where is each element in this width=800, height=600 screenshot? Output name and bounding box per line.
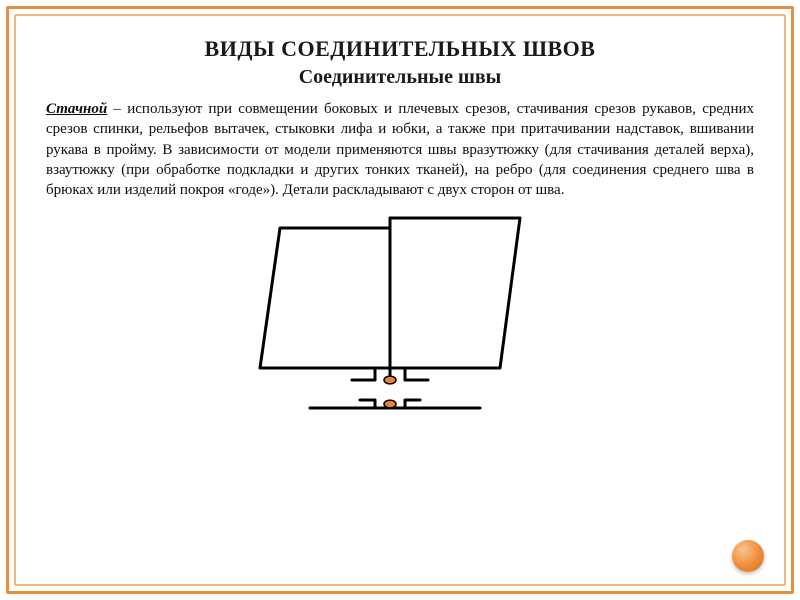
- content-area: ВИДЫ СОЕДИНИТЕЛЬНЫХ ШВОВ Соединительные …: [46, 36, 754, 564]
- page-title: ВИДЫ СОЕДИНИТЕЛЬНЫХ ШВОВ: [46, 36, 754, 62]
- seam-svg: [220, 208, 580, 428]
- page-subtitle: Соединительные швы: [46, 66, 754, 89]
- body-paragraph: Стачной – используют при совмещении боко…: [46, 99, 754, 200]
- next-button[interactable]: [732, 540, 764, 572]
- term-description: – используют при совмещении боковых и пл…: [46, 101, 754, 198]
- slide-container: ВИДЫ СОЕДИНИТЕЛЬНЫХ ШВОВ Соединительные …: [0, 0, 800, 600]
- seam-diagram: [46, 208, 754, 428]
- term-name: Стачной: [46, 101, 107, 117]
